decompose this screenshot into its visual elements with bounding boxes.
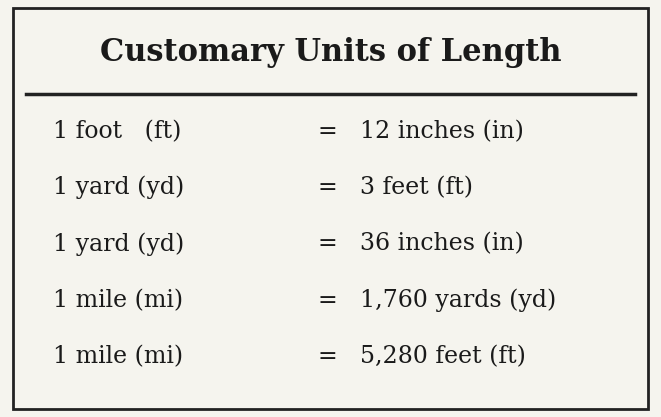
Text: 36 inches (in): 36 inches (in)	[360, 232, 524, 256]
FancyBboxPatch shape	[13, 8, 648, 409]
Text: 1 mile (mi): 1 mile (mi)	[53, 345, 183, 368]
Text: =: =	[317, 176, 337, 199]
Text: 1 foot   (ft): 1 foot (ft)	[53, 120, 181, 143]
Text: 1 yard (yd): 1 yard (yd)	[53, 232, 184, 256]
Text: 12 inches (in): 12 inches (in)	[360, 120, 524, 143]
Text: 3 feet (ft): 3 feet (ft)	[360, 176, 473, 199]
Text: 5,280 feet (ft): 5,280 feet (ft)	[360, 345, 526, 368]
Text: 1 mile (mi): 1 mile (mi)	[53, 289, 183, 312]
Text: Customary Units of Length: Customary Units of Length	[100, 37, 561, 68]
Text: =: =	[317, 289, 337, 312]
Text: =: =	[317, 120, 337, 143]
Text: =: =	[317, 232, 337, 256]
Text: =: =	[317, 345, 337, 368]
Text: 1 yard (yd): 1 yard (yd)	[53, 176, 184, 199]
Text: 1,760 yards (yd): 1,760 yards (yd)	[360, 289, 557, 312]
